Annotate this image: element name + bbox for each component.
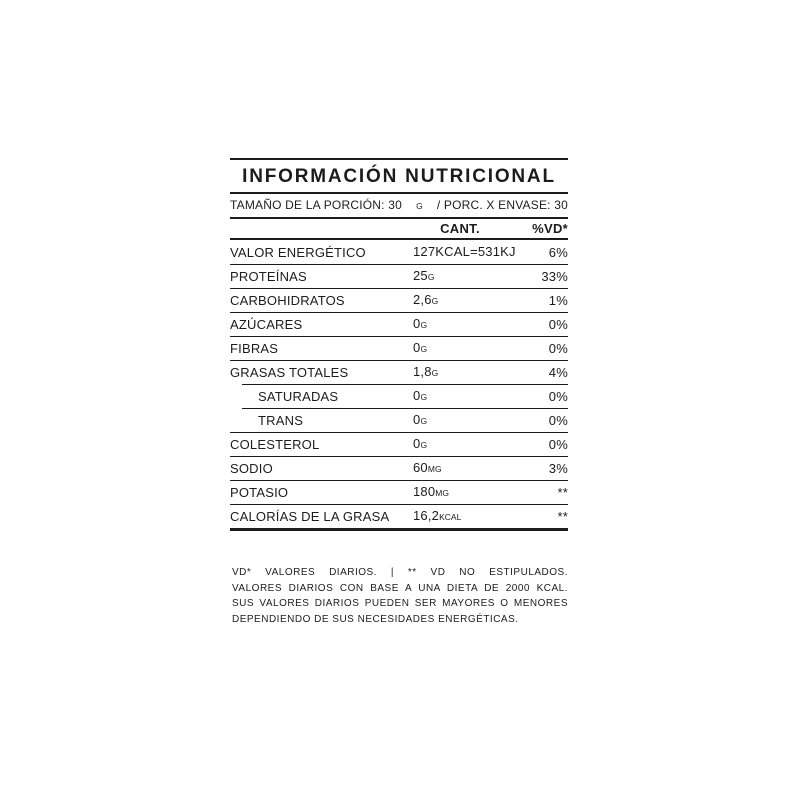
nutrient-daily-value: ** xyxy=(557,508,568,524)
nutrient-amount: 16,2KCAL xyxy=(413,509,557,524)
amount-value: 0 xyxy=(413,411,421,427)
nutrient-daily-value: 33% xyxy=(541,268,568,284)
table-row: COLESTEROL 0G 0% xyxy=(230,432,568,456)
amount-unit: MG xyxy=(435,487,449,498)
nutrient-name: CARBOHIDRATOS xyxy=(230,292,345,308)
table-row: AZÚCARES 0G 0% xyxy=(230,312,568,336)
nutrient-amount: 180MG xyxy=(413,485,557,500)
column-header-row: CANT. %VD* xyxy=(230,219,568,240)
table-row: CALORÍAS DE LA GRASA 16,2KCAL ** xyxy=(230,504,568,528)
servings-per-container-text: / PORC. X ENVASE: 30 xyxy=(436,198,568,212)
table-row: FIBRAS 0G 0% xyxy=(230,336,568,360)
nutrient-name: PROTEÍNAS xyxy=(230,268,307,284)
amount-value: 1,8 xyxy=(413,363,432,379)
footnote-line: VD* VALORES DIARIOS. | ** VD NO ESTIPULA… xyxy=(232,567,568,578)
nutrient-name: GRASAS TOTALES xyxy=(230,364,349,380)
amount-unit: G xyxy=(431,367,439,378)
nutrient-name: COLESTEROL xyxy=(230,436,320,452)
table-row: CARBOHIDRATOS 2,6G 1% xyxy=(230,288,568,312)
footnote-line: VALORES DIARIOS CON BASE A UNA DIETA DE … xyxy=(232,582,568,594)
nutrient-daily-value: 0% xyxy=(548,340,568,356)
nutrient-amount: 0G xyxy=(413,437,549,452)
amount-unit: G xyxy=(420,319,428,330)
table-row: GRASAS TOTALES 1,8G 4% xyxy=(230,360,568,384)
nutrient-name: VALOR ENERGÉTICO xyxy=(230,244,366,260)
nutrient-name: TRANS xyxy=(258,412,304,428)
nutrient-amount: 0G xyxy=(413,389,549,404)
amount-unit: G xyxy=(420,439,428,450)
column-header-daily-value: %VD* xyxy=(532,221,568,236)
nutrient-amount: 25G xyxy=(413,269,541,284)
serving-info-row: TAMAÑO DE LA PORCIÓN: 30 G / PORC. X ENVAS… xyxy=(230,194,568,219)
amount-value: 16,2 xyxy=(413,507,440,523)
table-row: PROTEÍNAS 25G 33% xyxy=(230,264,568,288)
nutrient-name: SATURADAS xyxy=(258,388,339,404)
nutrient-name: POTASIO xyxy=(230,484,289,500)
amount-value: 0 xyxy=(413,315,421,331)
amount-unit: G xyxy=(420,391,428,402)
amount-unit: MG xyxy=(427,463,442,474)
nutrient-daily-value: 6% xyxy=(548,244,568,260)
nutrient-table: VALOR ENERGÉTICO 127KCAL=531KJ 6% PROTEÍ… xyxy=(230,240,568,531)
nutrient-amount: 0G xyxy=(413,317,549,332)
table-row: TRANS 0G 0% xyxy=(230,408,568,432)
amount-value: 0 xyxy=(413,339,421,355)
amount-value: 180 xyxy=(413,483,436,499)
amount-value: 2,6 xyxy=(413,291,432,307)
nutrient-amount: 60MG xyxy=(413,461,549,476)
daily-values-footnote: VD* VALORES DIARIOS. | ** VD NO ESTIPULA… xyxy=(232,565,568,627)
serving-size-unit: G xyxy=(416,201,423,211)
nutrient-daily-value: 0% xyxy=(548,436,568,452)
nutrient-daily-value: ** xyxy=(557,484,568,500)
nutrition-facts-panel: INFORMACIÓN NUTRICIONAL TAMAÑO DE LA POR… xyxy=(230,158,568,531)
amount-unit: G xyxy=(431,295,439,306)
nutrient-daily-value: 0% xyxy=(548,316,568,332)
nutrient-amount: 1,8G xyxy=(413,365,549,380)
nutrient-amount: 127KCAL=531KJ xyxy=(413,245,549,260)
serving-size-text: TAMAÑO DE LA PORCIÓN: 30 xyxy=(230,198,402,212)
nutrient-name: CALORÍAS DE LA GRASA xyxy=(230,508,390,524)
nutrient-amount: 0G xyxy=(413,413,549,428)
amount-value: 0 xyxy=(413,435,421,451)
column-header-amount: CANT. xyxy=(440,221,480,236)
nutrient-daily-value: 4% xyxy=(548,364,568,380)
panel-title: INFORMACIÓN NUTRICIONAL xyxy=(230,158,568,194)
nutrient-daily-value: 0% xyxy=(548,388,568,404)
table-row: SATURADAS 0G 0% xyxy=(230,384,568,408)
amount-value: 0 xyxy=(413,387,421,403)
amount-unit: G xyxy=(427,271,435,282)
amount-value: 25 xyxy=(413,267,428,283)
nutrient-daily-value: 3% xyxy=(548,460,568,476)
nutrient-daily-value: 1% xyxy=(548,292,568,308)
footnote-line: DEPENDIENDO DE SUS NECESIDADES ENERGÉTIC… xyxy=(232,613,519,625)
nutrient-daily-value: 0% xyxy=(548,412,568,428)
nutrient-name: SODIO xyxy=(230,460,273,476)
nutrient-amount: 0G xyxy=(413,341,549,356)
table-row: SODIO 60MG 3% xyxy=(230,456,568,480)
table-row: POTASIO 180MG ** xyxy=(230,480,568,504)
table-row: VALOR ENERGÉTICO 127KCAL=531KJ 6% xyxy=(230,240,568,264)
nutrient-name: AZÚCARES xyxy=(230,316,303,332)
amount-unit: G xyxy=(420,343,428,354)
amount-value: 127KCAL=531KJ xyxy=(413,243,516,259)
amount-value: 60 xyxy=(413,459,428,475)
nutrient-amount: 2,6G xyxy=(413,293,549,308)
nutrient-name: FIBRAS xyxy=(230,340,279,356)
amount-unit: G xyxy=(420,415,428,426)
amount-unit: KCAL xyxy=(439,511,462,522)
footnote-line: SUS VALORES DIARIOS PUEDEN SER MAYORES O… xyxy=(232,598,568,609)
